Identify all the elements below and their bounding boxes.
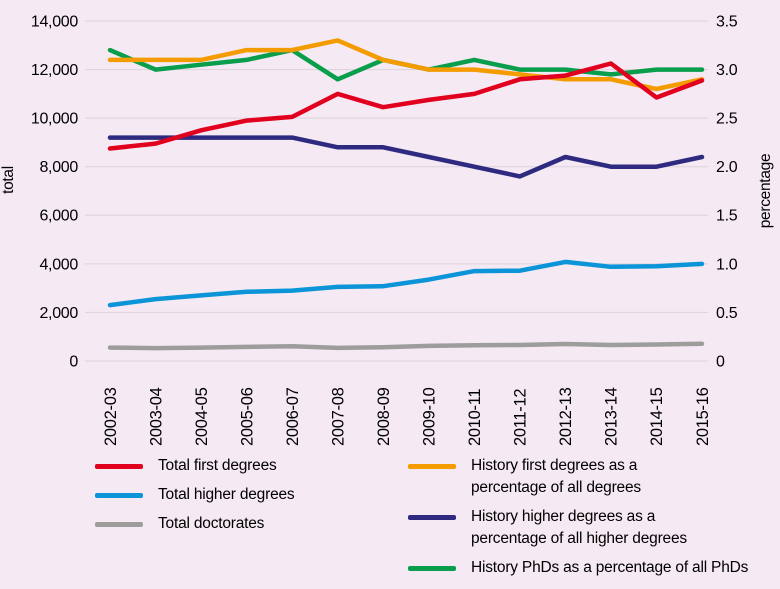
legend-label: Total first degrees [158,457,277,474]
right-axis-tick-label: 1.0 [716,256,738,273]
left-axis-title: total [0,166,17,194]
x-axis-tick-label: 2008-09 [375,387,393,446]
x-axis-tick-label: 2014-15 [648,387,666,446]
x-axis-tick-label: 2002-03 [102,387,120,446]
left-axis-tick-label: 6,000 [39,208,78,225]
legend-item-history-first-degrees-as-a-percentage-of-all-degrees: History first degrees as a percentage of … [408,455,768,499]
legend-item-total-doctorates: Total doctorates [95,513,395,535]
series-line-history-first-degrees-as-a-percentage-of-all-degrees [107,38,705,92]
right-axis-tick-label: 1.5 [716,208,738,225]
x-axis-tick-label: 2015-16 [694,387,712,446]
left-axis-tick-label: 2,000 [39,305,78,322]
left-axis-tick-label: 14,000 [31,13,79,30]
legend-label: Total higher degrees [158,486,295,503]
series-line-total-doctorates [107,341,705,351]
legend-label: History first degrees as a percentage of … [471,457,641,496]
right-axis-tick-label: 2.0 [716,159,738,176]
legend-swatch [408,566,456,571]
x-axis-tick-label: 2012-13 [557,387,575,446]
x-axis-tick-label: 2009-10 [421,387,439,446]
chart-legend: Total first degrees Total higher degrees T… [0,453,780,589]
x-axis-tick-label: 2011-12 [512,389,530,446]
left-axis-tick-label: 12,000 [31,62,79,79]
legend-swatch [95,493,143,498]
x-axis-tick-label: 2010-11 [466,389,484,446]
right-axis-tick-label: 2.5 [716,111,738,128]
legend-item-total-first-degrees: Total first degrees [95,455,395,477]
right-axis-tick-label: 3.0 [716,62,738,79]
legend-column-left: Total first degrees Total higher degrees T… [95,455,395,535]
legend-column-right: History first degrees as a percentage of … [408,455,768,579]
right-axis-tick-label: 0 [716,353,725,370]
legend-label: History higher degrees as a percentage of… [471,508,687,547]
left-axis-tick-label: 8,000 [39,159,78,176]
x-axis-tick-label: 2006-07 [284,387,302,446]
legend-swatch [95,522,143,527]
left-axis-tick-label: 4,000 [39,256,78,273]
legend-item-history-higher-degrees-as-a-percentage-of-all-higher-degrees: History higher degrees as a percentage of… [408,506,768,550]
x-axis-tick-label: 2007-08 [329,387,347,446]
legend-item-history-phds-as-a-percentage-of-all-phds: History PhDs as a percentage of all PhDs [408,557,768,579]
x-axis-tick-label: 2005-06 [238,387,256,446]
right-axis-tick-label: 0.5 [716,305,738,322]
x-axis-tick-label: 2003-04 [147,387,165,446]
x-axis-tick-label: 2004-05 [193,387,211,446]
left-axis-tick-label: 0 [69,353,78,370]
series-line-total-first-degrees [107,61,705,151]
series-line-history-higher-degrees-as-a-percentage-of-all-higher-degrees [107,135,705,179]
legend-label: Total doctorates [158,515,265,532]
x-axis-tick-label: 2013-14 [603,387,621,446]
legend-swatch [95,464,143,469]
legend-item-total-higher-degrees: Total higher degrees [95,484,395,506]
left-axis-tick-label: 10,000 [31,111,79,128]
legend-swatch [408,464,456,469]
series-line-total-higher-degrees [107,259,705,308]
right-axis-tick-label: 3.5 [716,13,738,30]
legend-swatch [408,515,456,520]
right-axis-title: percentage [757,154,774,229]
line-chart: 0 0 2,000 0.5 4,000 1.0 6,000 1.5 8,000 2.0 10,000… [0,13,774,446]
legend-label: History PhDs as a percentage of all PhDs [471,559,749,576]
